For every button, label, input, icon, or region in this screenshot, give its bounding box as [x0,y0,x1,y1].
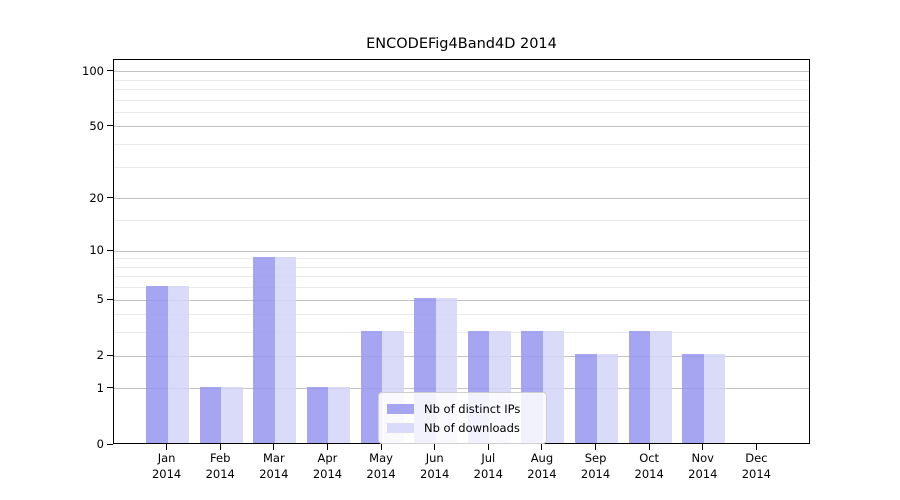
x-axis-tick [541,444,543,450]
bar-distinct-ips-apr [306,386,329,443]
bar-distinct-ips-feb [199,386,222,443]
gridline-minor [114,144,809,146]
gridline-minor [114,266,809,268]
gridline-minor [114,332,809,334]
x-axis-tick-label: Sep 2014 [580,451,611,481]
bar-downloads-sep [596,354,619,443]
gridline-minor [114,111,809,113]
gridline-minor [114,276,809,278]
x-axis-tick [648,444,650,450]
x-axis-tick [380,444,382,450]
bar-distinct-ips-nov [682,354,704,443]
y-axis-tick [107,354,113,356]
x-axis-tick [326,444,328,450]
x-axis-tick [273,444,275,450]
x-axis-tick [702,444,704,450]
gridline-minor [114,99,809,101]
bar-distinct-ips-sep [575,354,597,443]
x-axis-tick [595,444,597,450]
y-axis-tick-label: 10 [89,243,104,258]
legend-swatch-downloads-icon [387,422,414,433]
legend-swatch-distinct-ips-icon [387,403,414,414]
gridline-minor [114,258,809,260]
y-axis-tick [107,197,113,199]
y-axis-tick-label: 100 [82,63,104,78]
x-axis-tick-label: Nov 2014 [688,451,718,481]
x-axis-tick [219,444,221,450]
y-axis-tick-label: 20 [89,190,104,205]
legend-item-distinct-ips: Nb of distinct IPs [387,399,537,418]
bar-distinct-ips-mar [253,256,275,443]
x-axis-tick [755,444,757,450]
bar-downloads-aug [542,330,565,443]
x-axis-tick-label: Aug 2014 [527,451,557,481]
y-axis-tick [107,249,113,251]
bar-distinct-ips-oct [628,330,651,443]
gridline-major [114,198,809,200]
gridline-major [114,126,809,128]
x-axis-tick-label: May 2014 [366,451,396,481]
gridline-major [114,388,809,390]
bar-downloads-nov [703,354,726,443]
chart-title: ENCODEFig4Band4D 2014 [366,36,557,52]
y-axis-tick-label: 0 [96,437,104,451]
bar-distinct-ips-jan [146,285,168,443]
x-axis-tick-label: Mar 2014 [259,451,289,481]
bar-downloads-apr [328,386,350,443]
x-axis-tick [487,444,489,450]
x-axis-tick-label: Feb 2014 [205,451,235,481]
bar-downloads-oct [650,330,672,443]
x-axis-tick [166,444,168,450]
gridline-minor [114,89,809,91]
x-axis-tick-label: Jan 2014 [151,451,182,481]
gridline-minor [114,79,809,81]
legend-label-distinct-ips: Nb of distinct IPs [424,401,521,416]
y-axis-tick-label: 50 [89,118,104,133]
bar-downloads-jan [167,285,190,443]
y-axis-tick-label: 5 [96,292,104,307]
bar-downloads-feb [221,386,243,443]
x-axis-tick-label: Dec 2014 [741,451,772,481]
y-axis-tick-label: 2 [96,348,104,363]
y-axis-tick [107,298,113,300]
gridline-minor [114,220,809,222]
legend-item-downloads: Nb of downloads [387,418,537,437]
gridline-minor [114,166,809,168]
y-axis-tick-label: 1 [96,380,104,395]
gridline-minor [114,314,809,316]
y-axis-tick [107,387,113,389]
x-axis-tick-label: Jun 2014 [420,451,450,481]
x-axis-tick-label: Jul 2014 [473,451,503,481]
gridline-major [114,355,809,357]
x-axis-tick-label: Apr 2014 [312,451,343,481]
bar-distinct-ips-may [360,330,383,443]
y-axis-tick [107,70,113,72]
bar-downloads-mar [274,256,297,443]
x-axis-tick [434,444,436,450]
y-axis-tick [107,125,113,127]
gridline-major [114,71,809,73]
plot-area: Nb of distinct IPs Nb of downloads [113,59,810,444]
gridline-major [114,250,809,252]
y-axis-tick [107,443,113,445]
gridline-minor [114,287,809,289]
gridline-major [114,299,809,301]
x-axis-tick-label: Oct 2014 [634,451,664,481]
legend-label-downloads: Nb of downloads [424,420,520,435]
legend: Nb of distinct IPs Nb of downloads [378,392,547,444]
